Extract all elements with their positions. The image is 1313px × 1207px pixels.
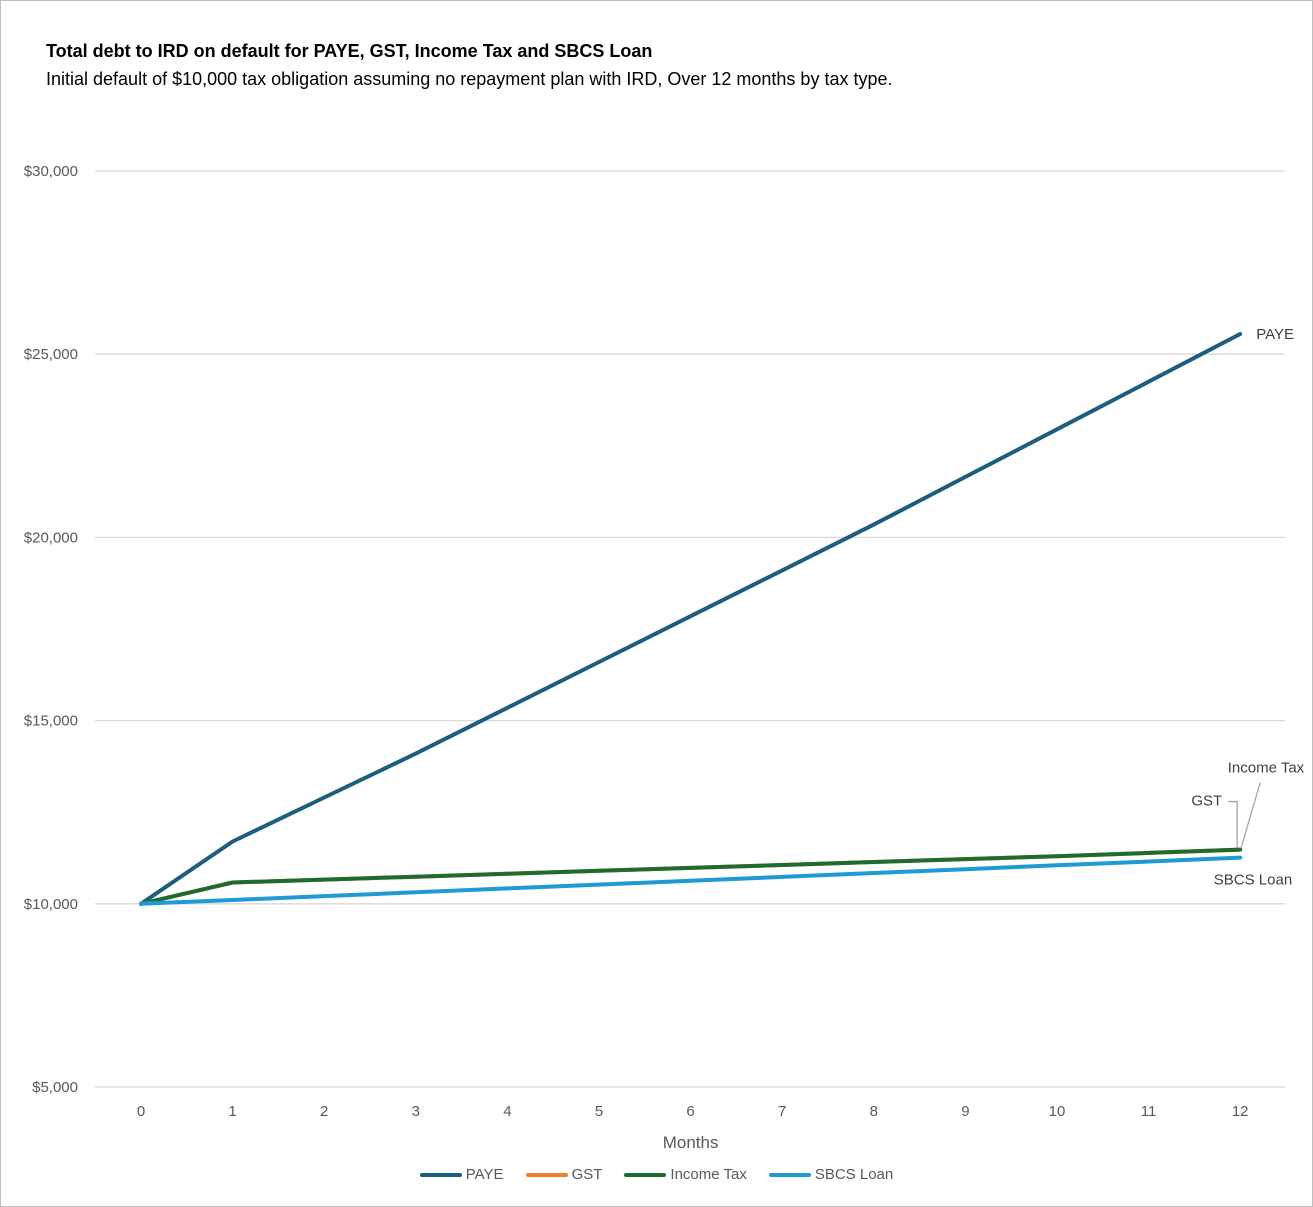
y-tick-label: $25,000	[24, 346, 78, 363]
series-lines	[139, 332, 1243, 906]
x-tick-label: 8	[870, 1103, 878, 1120]
legend-label: GST	[571, 1166, 603, 1183]
legend-swatch	[419, 1172, 462, 1177]
label-leader-line	[1228, 800, 1238, 848]
x-tick-label: 7	[778, 1103, 786, 1120]
legend-swatch	[768, 1172, 811, 1177]
legend-swatch	[624, 1172, 667, 1177]
gridlines	[95, 170, 1285, 1088]
x-tick-label: 0	[137, 1103, 145, 1120]
x-tick-label: 1	[228, 1103, 236, 1120]
y-tick-label: $5,000	[32, 1079, 78, 1096]
y-axis-ticks: $5,000 $10,000 $15,000 $20,000 $25,000 $30,00…	[24, 163, 78, 1096]
x-axis-ticks: 0 1 2 3 4 5 6 7 8 9 10 11 12	[137, 1103, 1249, 1120]
x-tick-label: 12	[1232, 1103, 1249, 1120]
legend-item: PAYE	[419, 1166, 504, 1183]
legend-label: PAYE	[465, 1166, 504, 1183]
series-line-sbcs-loan	[139, 855, 1243, 906]
series-end-label: GST	[1191, 793, 1222, 810]
legend-label: Income Tax	[670, 1166, 747, 1183]
x-axis-title: Months	[663, 1133, 719, 1152]
x-tick-label: 4	[503, 1103, 511, 1120]
label-leader-line	[1240, 782, 1261, 848]
legend: PAYE GST Income Tax SBCS Loan	[0, 1166, 1313, 1183]
x-tick-label: 3	[412, 1103, 420, 1120]
y-tick-label: $20,000	[24, 529, 78, 546]
series-line-income-tax	[139, 847, 1243, 906]
x-tick-label: 11	[1141, 1103, 1157, 1120]
y-tick-label: $15,000	[24, 713, 78, 730]
series-end-label: SBCS Loan	[1214, 872, 1292, 889]
legend-item: Income Tax	[624, 1166, 747, 1183]
series-end-label: Income Tax	[1228, 760, 1305, 777]
legend-label: SBCS Loan	[814, 1166, 894, 1183]
x-tick-label: 5	[595, 1103, 603, 1120]
series-line-paye	[139, 332, 1243, 906]
legend-swatch	[525, 1172, 568, 1177]
series-end-label: PAYE	[1256, 326, 1294, 343]
x-tick-label: 2	[320, 1103, 328, 1120]
chart-title: Total debt to IRD on default for PAYE, G…	[46, 41, 653, 61]
x-tick-label: 6	[686, 1103, 694, 1120]
line-chart: $5,000 $10,000 $15,000 $20,000 $25,000 $30,00…	[24, 163, 1305, 1152]
x-tick-label: 9	[961, 1103, 969, 1120]
y-tick-label: $10,000	[24, 896, 78, 913]
series-end-labels: PAYE GST Income Tax SBCS Loan	[1191, 326, 1304, 889]
legend-item: GST	[525, 1166, 603, 1183]
legend-item: SBCS Loan	[768, 1166, 894, 1183]
chart-subtitle: Initial default of $10,000 tax obligatio…	[46, 69, 893, 89]
x-tick-label: 10	[1049, 1103, 1066, 1120]
y-tick-label: $30,000	[24, 163, 78, 180]
